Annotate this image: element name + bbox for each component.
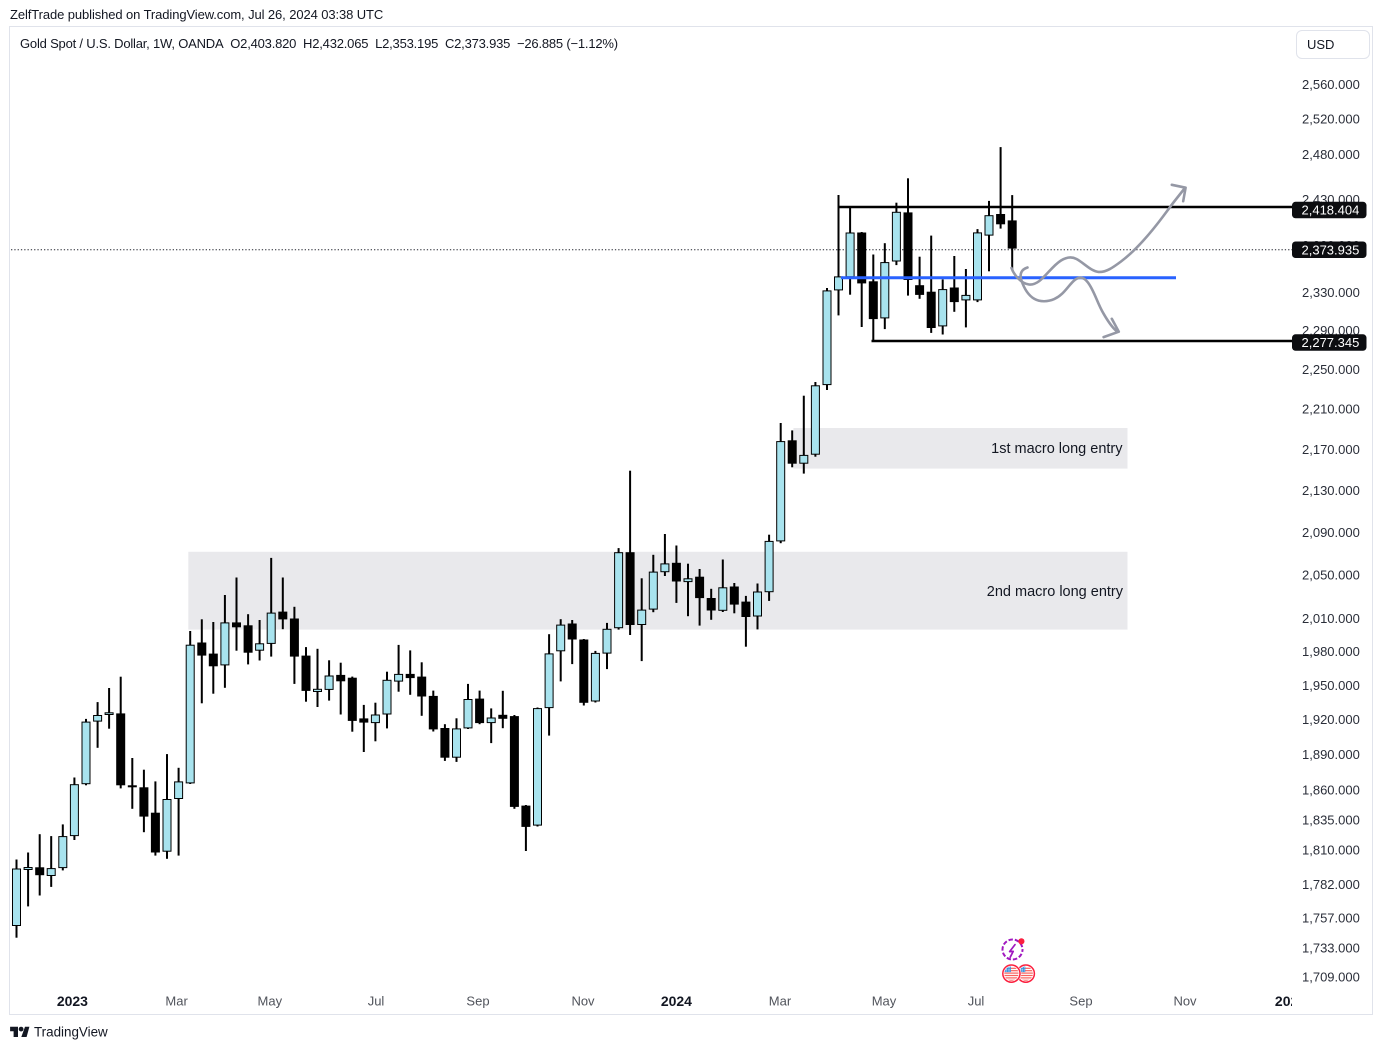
svg-text:May: May [872,994,897,1009]
svg-text:2,290.000: 2,290.000 [1302,323,1360,338]
svg-text:1,782.000: 1,782.000 [1302,877,1360,892]
svg-text:2,418.404: 2,418.404 [1302,203,1360,218]
svg-text:2025: 2025 [1275,993,1306,1009]
svg-text:2,480.000: 2,480.000 [1302,147,1360,162]
svg-text:Mar: Mar [165,994,188,1009]
svg-text:Jul: Jul [368,994,385,1009]
svg-text:1,920.000: 1,920.000 [1302,712,1360,727]
svg-text:2,373.935: 2,373.935 [1302,242,1360,257]
svg-text:1,950.000: 1,950.000 [1302,678,1360,693]
svg-text:2,520.000: 2,520.000 [1302,112,1360,127]
svg-text:Sep: Sep [1069,994,1092,1009]
svg-text:May: May [258,994,283,1009]
svg-text:2023: 2023 [57,993,88,1009]
svg-text:1,733.000: 1,733.000 [1302,941,1360,956]
svg-text:2,090.000: 2,090.000 [1302,525,1360,540]
svg-text:1,757.000: 1,757.000 [1302,910,1360,925]
svg-text:2,010.000: 2,010.000 [1302,611,1360,626]
svg-text:2,210.000: 2,210.000 [1302,402,1360,417]
svg-text:2,250.000: 2,250.000 [1302,362,1360,377]
svg-text:2,277.345: 2,277.345 [1302,335,1360,350]
svg-text:2nd macro long entry: 2nd macro long entry [987,584,1124,600]
svg-text:TradingView: TradingView [34,1026,108,1040]
svg-text:1,810.000: 1,810.000 [1302,843,1360,858]
svg-text:Nov: Nov [1173,994,1197,1009]
svg-text:2024: 2024 [661,993,692,1009]
svg-text:2,170.000: 2,170.000 [1302,442,1360,457]
svg-text:1,860.000: 1,860.000 [1302,782,1360,797]
svg-text:2,130.000: 2,130.000 [1302,483,1360,498]
svg-text:Sep: Sep [466,994,489,1009]
svg-text:Nov: Nov [571,994,595,1009]
svg-text:2,560.000: 2,560.000 [1302,77,1360,92]
svg-text:Mar: Mar [769,994,792,1009]
svg-text:1,980.000: 1,980.000 [1302,644,1360,659]
svg-text:1st macro long entry: 1st macro long entry [991,441,1123,457]
svg-text:Jul: Jul [968,994,985,1009]
svg-text:1,709.000: 1,709.000 [1302,970,1360,985]
svg-text:2,330.000: 2,330.000 [1302,285,1360,300]
svg-text:1,890.000: 1,890.000 [1302,747,1360,762]
svg-text:2,050.000: 2,050.000 [1302,567,1360,582]
svg-text:1,835.000: 1,835.000 [1302,812,1360,827]
